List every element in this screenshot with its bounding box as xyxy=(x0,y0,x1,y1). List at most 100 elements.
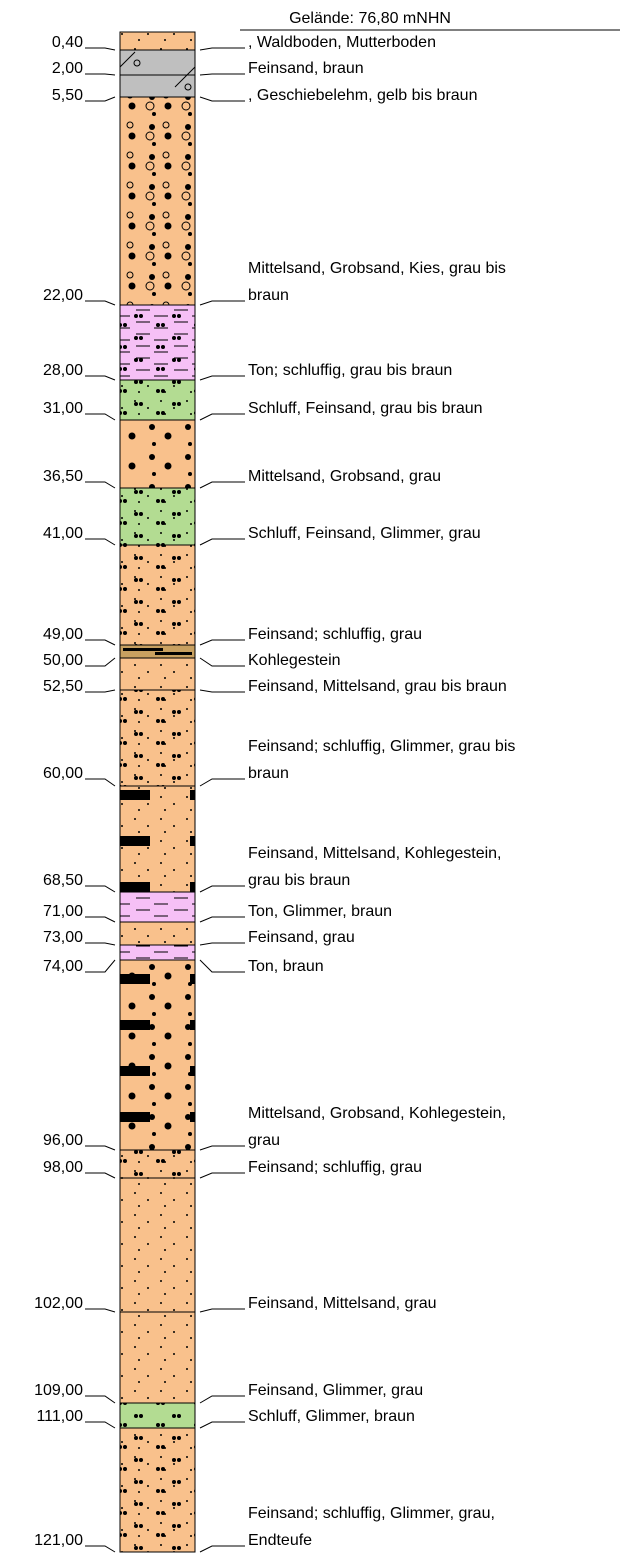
layer-description: braun xyxy=(248,765,289,782)
layer-pattern xyxy=(120,945,195,960)
description-leader xyxy=(199,885,245,893)
layer xyxy=(119,644,196,659)
depth-label: 50,00 xyxy=(43,652,83,669)
layer-pattern xyxy=(120,922,195,945)
layer-pattern xyxy=(120,1428,195,1552)
layer-description: Mittelsand, Grobsand, Kohlegestein, xyxy=(248,1105,506,1122)
layer-description: braun xyxy=(248,287,289,304)
layer-description: grau bis braun xyxy=(248,872,350,889)
layer-description: Feinsand; schluffig, Glimmer, grau, xyxy=(248,1505,495,1522)
layer-pattern xyxy=(120,32,195,50)
depth-label: 68,50 xyxy=(43,872,83,889)
layer-description: Kohlegestein xyxy=(248,652,341,669)
depth-label: 60,00 xyxy=(43,765,83,782)
depth-leader xyxy=(85,959,116,973)
layer-pattern xyxy=(120,658,195,690)
depth-leader xyxy=(85,538,116,546)
depth-label: 2,00 xyxy=(52,60,83,77)
layer-pattern xyxy=(120,960,195,1150)
depth-leader xyxy=(85,375,116,381)
description-leader xyxy=(199,538,245,546)
elevation: Gelände: 76,80 mNHN xyxy=(289,10,451,27)
layer-pattern xyxy=(120,1178,195,1312)
depth-leader xyxy=(85,47,116,51)
depth-label: 109,00 xyxy=(34,1382,83,1399)
depth-leader xyxy=(85,300,116,306)
depth-leader xyxy=(85,885,116,893)
layer-description: Feinsand; schluffig, grau xyxy=(248,1159,422,1176)
layer-description: Feinsand; schluffig, grau xyxy=(248,626,422,643)
depth-label: 71,00 xyxy=(43,903,83,920)
layer-description: Feinsand, grau xyxy=(248,929,355,946)
layer-pattern xyxy=(120,75,195,97)
depth-leader xyxy=(85,481,116,489)
layer-pattern xyxy=(120,1403,195,1428)
layer-description: Schluff, Glimmer, braun xyxy=(248,1408,415,1425)
depth-leader xyxy=(85,1145,116,1151)
depth-leader xyxy=(85,413,116,421)
description-leader xyxy=(199,1145,245,1151)
layer-pattern xyxy=(120,305,195,380)
layer-pattern xyxy=(120,97,195,305)
layer-pattern xyxy=(120,690,195,786)
description-leader xyxy=(199,96,245,102)
layer-pattern xyxy=(120,1312,195,1403)
description-leader xyxy=(199,942,245,946)
depth-label: 102,00 xyxy=(34,1295,83,1312)
layer-description: Schluff, Feinsand, grau bis braun xyxy=(248,400,483,417)
description-leader xyxy=(199,778,245,787)
description-leader xyxy=(199,1421,245,1429)
layer-description: Feinsand, Glimmer, grau xyxy=(248,1382,423,1399)
layer-pattern xyxy=(120,786,195,892)
depth-leader xyxy=(85,1395,116,1404)
depth-label: 49,00 xyxy=(43,626,83,643)
depth-leader xyxy=(85,1172,116,1179)
layer-pattern xyxy=(120,380,195,420)
depth-leader xyxy=(85,639,116,646)
layer-description: , Waldboden, Mutterboden xyxy=(248,34,436,51)
layer-description: Schluff, Feinsand, Glimmer, grau xyxy=(248,525,481,542)
description-leader xyxy=(199,639,245,646)
layer-pattern xyxy=(120,50,195,75)
layer-pattern xyxy=(120,1150,195,1178)
description-leader xyxy=(199,73,245,76)
description-leader xyxy=(199,1308,245,1313)
depth-label: 121,00 xyxy=(34,1532,83,1549)
coal-band xyxy=(155,652,192,655)
layer-description: Ton, braun xyxy=(248,958,324,975)
layer-pattern xyxy=(120,545,195,645)
description-leader xyxy=(199,1395,245,1404)
description-leader xyxy=(199,1172,245,1179)
layer-description: Feinsand, braun xyxy=(248,60,364,77)
layer-description: grau xyxy=(248,1132,280,1149)
layer-description: Ton, Glimmer, braun xyxy=(248,903,392,920)
depth-leader xyxy=(85,942,116,946)
description-leader xyxy=(199,657,245,667)
depth-label: 52,50 xyxy=(43,678,83,695)
layer-description: Feinsand, Mittelsand, grau xyxy=(248,1295,437,1312)
description-leader xyxy=(199,375,245,381)
depth-label: 98,00 xyxy=(43,1159,83,1176)
depth-label: 0,40 xyxy=(52,34,83,51)
layer-pattern xyxy=(120,488,195,545)
depth-leader xyxy=(85,1308,116,1313)
depth-leader xyxy=(85,1545,116,1553)
description-leader xyxy=(199,916,245,923)
layer-description: Feinsand, Mittelsand, grau bis braun xyxy=(248,678,507,695)
depth-leader xyxy=(85,96,116,102)
depth-label: 5,50 xyxy=(52,87,83,104)
depth-leader xyxy=(85,657,116,667)
depth-label: 96,00 xyxy=(43,1132,83,1149)
depth-label: 111,00 xyxy=(36,1408,83,1425)
description-leader xyxy=(199,300,245,306)
description-leader xyxy=(199,47,245,51)
layer-pattern xyxy=(120,420,195,488)
layer-description: Endteufe xyxy=(248,1532,312,1549)
depth-label: 22,00 xyxy=(43,287,83,304)
description-leader xyxy=(199,959,245,973)
description-leader xyxy=(199,1545,245,1553)
layer-description: Mittelsand, Grobsand, grau xyxy=(248,468,441,485)
description-leader xyxy=(199,481,245,489)
coal-band xyxy=(123,648,163,651)
